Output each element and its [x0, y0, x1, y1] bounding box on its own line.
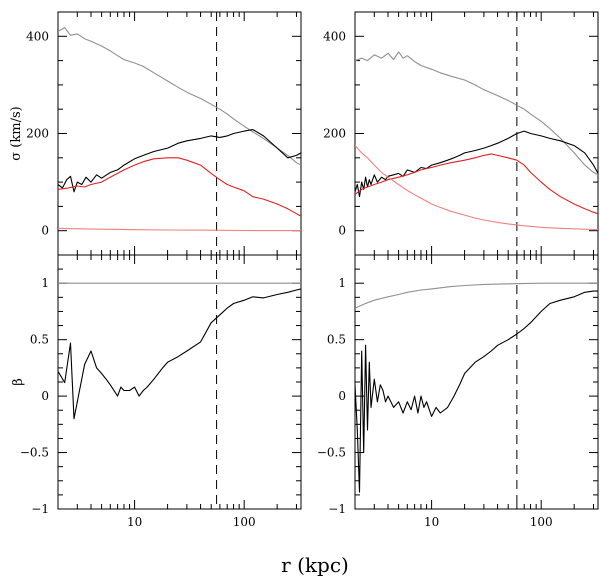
series-line-3 [355, 145, 598, 231]
panel-beta-left: −1 −0.5 0 0.5 1 10 100 β [11, 254, 302, 529]
x-tick-label: 10 [424, 515, 439, 529]
series-line-1 [58, 129, 301, 193]
series-line-2 [58, 157, 301, 217]
x-tick-label: 100 [233, 515, 256, 529]
plot-frame [57, 254, 302, 510]
y-tick-label: 0 [41, 389, 49, 403]
panel-sigma-right: 0 200 400 [323, 11, 599, 256]
series-line-1 [355, 290, 598, 493]
x-tick-label: 100 [530, 515, 553, 529]
y-tick-label: 0 [41, 224, 49, 238]
series-line-2 [355, 153, 598, 215]
series-line-3 [58, 227, 301, 232]
y-tick-label: 0.5 [327, 333, 346, 347]
series-line-0 [355, 282, 598, 309]
y-tick-label: −1 [31, 502, 49, 516]
y-axis-title: σ (km/s) [9, 106, 24, 160]
series-line-0 [58, 27, 301, 166]
y-tick-label: −0.5 [317, 446, 346, 460]
y-tick-label: 200 [323, 127, 346, 141]
series-group [58, 27, 301, 232]
series-line-0 [355, 51, 598, 176]
panel-beta-right: −1 −0.5 0 0.5 1 10 100 [317, 254, 599, 529]
series-group [355, 282, 598, 493]
series-group [58, 282, 301, 420]
y-tick-label: 1 [338, 276, 346, 290]
y-tick-label: 0 [338, 224, 346, 238]
plot-frame [57, 11, 302, 256]
y-axis-title: β [11, 378, 26, 386]
series-line-1 [58, 288, 301, 420]
y-tick-label: −0.5 [20, 446, 49, 460]
y-tick-label: 400 [26, 29, 49, 43]
panel-sigma-left: 0 200 400 σ (km/s) [9, 11, 302, 256]
y-tick-label: 0.5 [30, 333, 49, 347]
series-group [355, 51, 598, 231]
y-tick-label: 200 [26, 127, 49, 141]
y-tick-label: 0 [338, 389, 346, 403]
y-tick-label: 1 [41, 276, 49, 290]
y-tick-label: −1 [328, 502, 346, 516]
y-tick-label: 400 [323, 29, 346, 43]
plot-frame [354, 254, 599, 510]
x-axis-title: r (kpc) [281, 553, 349, 577]
series-line-1 [355, 130, 598, 198]
x-tick-label: 10 [127, 515, 142, 529]
